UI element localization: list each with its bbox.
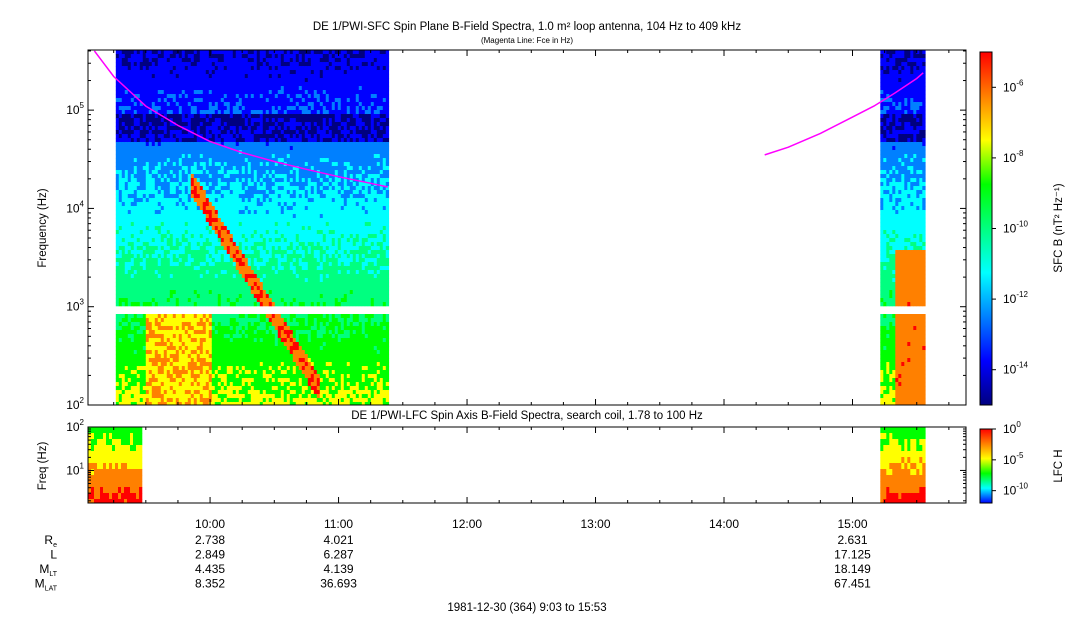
- ephemeris-row-label: MLAT: [35, 577, 58, 593]
- ephemeris-value: 67.451: [834, 577, 871, 591]
- lfc-spectrogram: [88, 427, 926, 503]
- time-tick-label: 13:00: [581, 517, 611, 531]
- ephemeris-value: 2.738: [195, 533, 225, 547]
- ephemeris-row-label: Re: [44, 533, 57, 549]
- fce-line-segment-1: [93, 50, 388, 188]
- ephemeris-row-label: MLT: [39, 562, 57, 578]
- colorbar-tick-label: 10-10: [1003, 482, 1028, 498]
- main-chart-subtitle: (Magenta Line: Fce in Hz): [481, 36, 573, 45]
- sfc-y-tick-label: 104: [66, 199, 84, 215]
- colorbar-tick-label: 100: [1003, 420, 1021, 436]
- ephemeris-value: 36.693: [320, 577, 357, 591]
- sfc-y-tick-label: 102: [66, 396, 84, 412]
- ephemeris-value: 2.849: [195, 548, 225, 562]
- ephemeris-value: 6.287: [324, 548, 354, 562]
- ephemeris-value: 8.352: [195, 577, 225, 591]
- colorbar-tick-label: 10-14: [1003, 361, 1028, 377]
- colorbar-tick-label: 10-5: [1003, 451, 1024, 467]
- ephemeris-table: Re 2.738 4.021 2.631 L 2.849 6.287 17.125 MLT 4.4…: [35, 533, 872, 593]
- colorbar-tick-label: 10-12: [1003, 290, 1028, 306]
- colorbar-tick-label: 10-8: [1003, 149, 1024, 165]
- sfc-y-tick-label: 103: [66, 298, 84, 314]
- time-tick-label: 15:00: [837, 517, 867, 531]
- sfc-colorbar-label: SFC B (nT² Hz⁻¹): [1053, 183, 1065, 272]
- colorbar-tick-label: 10-10: [1003, 220, 1028, 236]
- lfc-colorbar-label: LFC H: [1053, 449, 1065, 482]
- ephemeris-value: 4.021: [324, 533, 354, 547]
- main-y-axis: 102 103 104 105: [66, 50, 966, 412]
- lower-plot-frame: [87, 426, 967, 504]
- lfc-y-tick-label: 101: [66, 461, 84, 477]
- sfc-spectrogram: [115, 50, 926, 405]
- time-tick-label: 11:00: [324, 517, 353, 531]
- lower-y-axis: 101 102: [66, 418, 966, 502]
- ephemeris-value: 18.149: [834, 562, 871, 576]
- sfc-colorbar: [979, 51, 993, 406]
- ephemeris-value: 4.435: [195, 562, 225, 576]
- sfc-colorbar-ticks: 10-6 10-8 10-10 10-12 10-14: [992, 78, 1028, 377]
- ephemeris-value: 2.631: [837, 533, 867, 547]
- ephemeris-value: 4.139: [324, 562, 354, 576]
- time-tick-label: 10:00: [195, 517, 225, 531]
- sfc-y-tick-label: 105: [66, 101, 84, 117]
- time-tick-label: 12:00: [452, 517, 482, 531]
- lfc-colorbar: [979, 428, 993, 504]
- main-y-axis-label: Frequency (Hz): [37, 188, 49, 267]
- time-axis: 10:00 11:00 12:00 13:00 14:00 15:00: [113, 50, 950, 531]
- main-plot-frame: [87, 49, 967, 406]
- main-chart-title: DE 1/PWI-SFC Spin Plane B-Field Spectra,…: [313, 21, 742, 33]
- lower-chart-title: DE 1/PWI-LFC Spin Axis B-Field Spectra, …: [351, 410, 703, 422]
- lfc-colorbar-ticks: 100 10-5 10-10: [992, 420, 1028, 498]
- ephemeris-value: 17.125: [834, 548, 871, 562]
- fce-line-segment-2: [764, 72, 924, 156]
- time-tick-label: 14:00: [709, 517, 739, 531]
- ephemeris-row-label: L: [50, 548, 57, 562]
- lower-y-axis-label: Freq (Hz): [37, 442, 49, 491]
- lfc-y-tick-label: 102: [66, 418, 84, 434]
- colorbar-tick-label: 10-6: [1003, 78, 1024, 94]
- time-range-footer: 1981-12-30 (364) 9:03 to 15:53: [447, 602, 606, 614]
